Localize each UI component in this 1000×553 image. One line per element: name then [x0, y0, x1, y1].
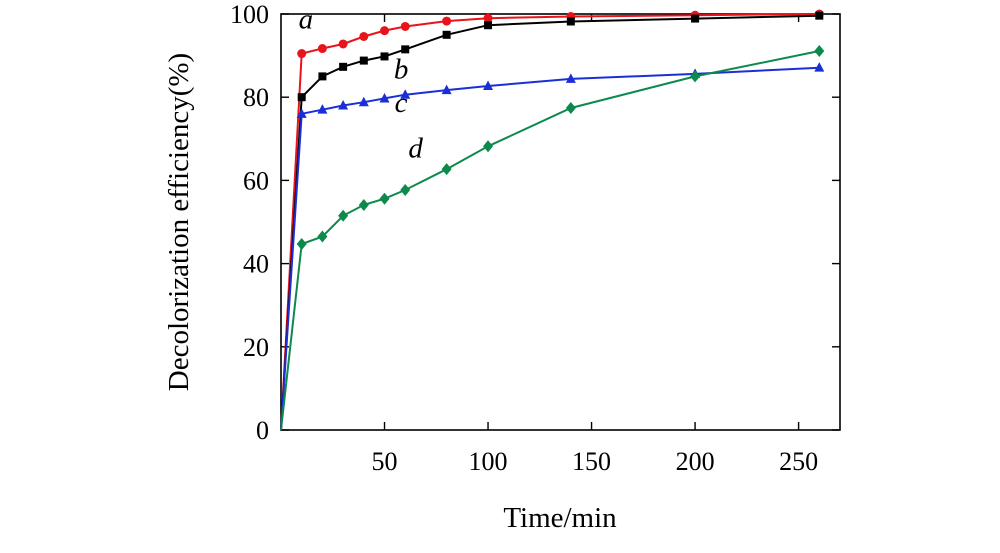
data-point-c — [296, 108, 307, 118]
x-tick-label: 250 — [779, 447, 818, 476]
x-tick-label: 200 — [676, 447, 715, 476]
series-lines — [280, 13, 820, 431]
y-tick-label: 0 — [256, 416, 269, 445]
data-point-c — [317, 104, 328, 114]
data-point-c — [379, 92, 390, 103]
data-point-b — [442, 30, 451, 39]
series-label-a: a — [299, 4, 314, 36]
y-tick-label: 80 — [243, 83, 269, 112]
plot-frame — [280, 13, 841, 431]
data-point-b — [318, 72, 327, 81]
data-point-d — [358, 198, 369, 211]
series-annotations: a bcd — [299, 4, 424, 165]
data-point-c — [814, 62, 825, 72]
data-point-a — [317, 44, 327, 54]
series-label-b: b — [394, 53, 409, 85]
data-point-b — [566, 17, 575, 26]
data-point-a — [442, 16, 452, 26]
data-point-a — [359, 31, 369, 41]
y-axis-ticks: 0 20 40 60 80 100 — [230, 0, 840, 445]
data-point-b — [484, 21, 493, 30]
data-point-d — [690, 70, 701, 83]
data-point-b — [359, 56, 368, 65]
data-point-b — [297, 93, 306, 102]
series-line-c — [280, 66, 820, 431]
series-line-d — [280, 50, 820, 431]
y-tick-label: 40 — [243, 250, 269, 279]
data-point-a — [297, 49, 307, 59]
data-point-c — [400, 89, 411, 99]
data-point-b — [380, 52, 389, 61]
data-point-b — [815, 11, 824, 20]
plot-border — [280, 13, 841, 431]
data-point-a — [380, 26, 390, 36]
data-point-b — [401, 45, 410, 54]
data-point-c — [358, 96, 369, 107]
data-point-d — [338, 209, 349, 222]
data-point-d — [296, 238, 307, 251]
y-tick-label: 60 — [243, 166, 269, 195]
data-point-d — [814, 45, 825, 58]
data-point-a — [338, 39, 348, 49]
data-point-d — [400, 183, 411, 196]
series-label-d: d — [408, 133, 423, 165]
data-point-c — [483, 80, 494, 90]
data-point-d — [317, 230, 328, 243]
series-line-a — [280, 13, 820, 431]
y-tick-label: 100 — [230, 0, 269, 29]
data-point-d — [483, 140, 494, 153]
data-point-d — [565, 102, 576, 115]
y-tick-label: 20 — [243, 333, 269, 362]
data-point-a — [483, 13, 493, 23]
data-point-c — [338, 100, 349, 110]
data-point-d — [441, 163, 452, 176]
y-axis-title: Decolorization efficiency(%) — [163, 53, 195, 391]
x-tick-label: 150 — [572, 447, 611, 476]
x-tick-label: 100 — [469, 447, 508, 476]
data-point-a — [400, 21, 410, 31]
data-point-c — [441, 84, 452, 95]
series-markers — [296, 9, 825, 251]
data-point-c — [565, 73, 576, 83]
x-tick-label: 50 — [372, 447, 398, 476]
series-line-b — [280, 14, 820, 431]
series-label-c: c — [395, 87, 408, 119]
data-point-b — [691, 14, 700, 23]
data-point-d — [379, 192, 390, 205]
x-axis-ticks: 50 100 150 200 250 — [372, 14, 818, 476]
data-point-b — [339, 62, 348, 71]
x-axis-title: Time/min — [503, 502, 617, 534]
